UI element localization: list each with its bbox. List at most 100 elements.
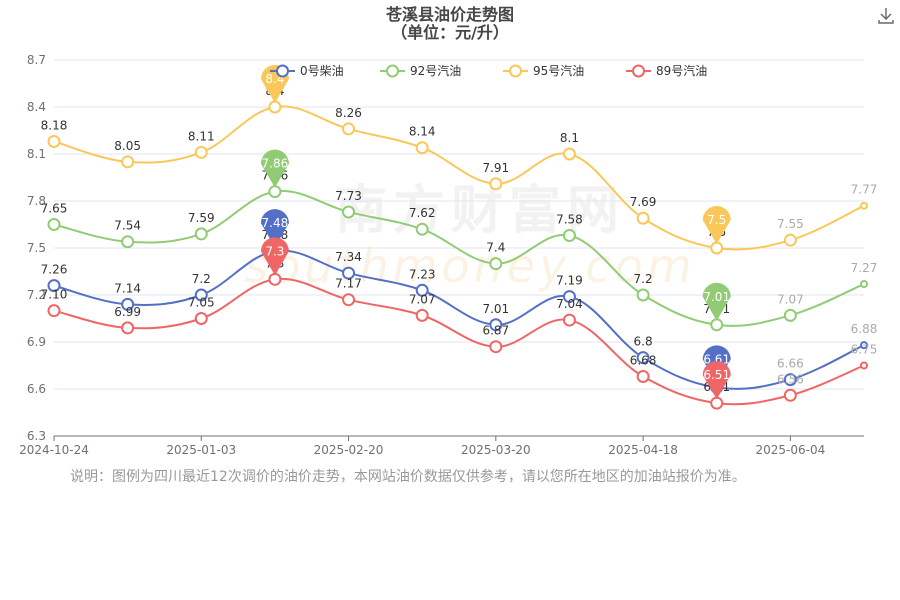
pin-label: 7.3 bbox=[265, 244, 284, 258]
y-tick-label: 6.3 bbox=[27, 429, 46, 443]
data-point bbox=[194, 145, 208, 159]
data-label: 7.55 bbox=[777, 217, 804, 231]
x-tick-label: 2024-10-24 bbox=[19, 443, 89, 457]
legend-item-2[interactable]: 95号汽油 bbox=[503, 63, 584, 78]
chart-subtitle: （单位：元/升） bbox=[391, 23, 509, 42]
data-label: 7.34 bbox=[335, 250, 362, 264]
pin-shape bbox=[260, 149, 289, 188]
data-point bbox=[860, 280, 868, 289]
data-point bbox=[47, 134, 61, 148]
legend-label: 89号汽油 bbox=[656, 63, 707, 78]
data-label: 7.73 bbox=[335, 189, 362, 203]
data-label: 8.14 bbox=[409, 125, 436, 139]
pin-shape bbox=[702, 361, 731, 400]
legend-label: 95号汽油 bbox=[533, 63, 584, 78]
legend-item-1[interactable]: 92号汽油 bbox=[380, 63, 461, 78]
data-label: 7.17 bbox=[335, 277, 362, 291]
data-point bbox=[47, 279, 61, 293]
data-point bbox=[783, 373, 797, 387]
data-label: 7.54 bbox=[114, 219, 141, 233]
pin-max-3: 7.3 bbox=[260, 237, 289, 276]
data-label: 7.62 bbox=[409, 206, 436, 220]
data-point bbox=[562, 290, 576, 304]
pin-max-0: 7.48 bbox=[260, 209, 289, 248]
pin-shape bbox=[702, 282, 731, 321]
data-label: 7.65 bbox=[41, 202, 68, 216]
data-point bbox=[121, 321, 135, 335]
y-tick-label: 7.2 bbox=[27, 288, 46, 302]
y-tick-label: 8.7 bbox=[27, 53, 46, 67]
data-label: 7.27 bbox=[851, 261, 878, 275]
data-label: 8.1 bbox=[560, 131, 579, 145]
data-label: 7.58 bbox=[556, 212, 583, 226]
data-label: 7.91 bbox=[482, 161, 509, 175]
data-label: 7.14 bbox=[114, 281, 141, 295]
data-label: 7.19 bbox=[556, 274, 583, 288]
data-point bbox=[121, 235, 135, 249]
data-point bbox=[489, 177, 503, 191]
data-label: 7.2 bbox=[192, 272, 211, 286]
grid-lines bbox=[54, 59, 864, 390]
data-point bbox=[636, 369, 650, 383]
data-label: 6.8 bbox=[634, 335, 653, 349]
legend[interactable]: 0号柴油 92号汽油 95号汽油 89号汽油 bbox=[270, 63, 707, 78]
data-point bbox=[342, 122, 356, 136]
pin-max-1: 7.86 bbox=[260, 149, 289, 188]
y-tick-label: 8.4 bbox=[27, 100, 46, 114]
data-label: 7.26 bbox=[41, 263, 68, 277]
data-point bbox=[710, 241, 724, 255]
data-point bbox=[489, 318, 503, 332]
data-label: 8.26 bbox=[335, 106, 362, 120]
y-tick-label: 8.1 bbox=[27, 147, 46, 161]
data-point bbox=[860, 341, 868, 350]
legend-symbol bbox=[509, 64, 522, 78]
pin-label: 7.86 bbox=[262, 157, 289, 171]
data-labels: 7.267.147.27.487.347.237.017.196.86.616.… bbox=[41, 84, 878, 394]
data-point bbox=[415, 308, 429, 322]
y-tick-label: 6.9 bbox=[27, 335, 46, 349]
data-point bbox=[194, 312, 208, 325]
legend-item-0[interactable]: 0号柴油 bbox=[270, 64, 344, 78]
data-label: 6.66 bbox=[777, 357, 804, 371]
data-label: 6.68 bbox=[630, 353, 657, 367]
data-point bbox=[783, 233, 797, 247]
pin-label: 7.5 bbox=[707, 213, 726, 227]
data-label: 8.05 bbox=[114, 139, 141, 153]
legend-item-3[interactable]: 89号汽油 bbox=[626, 63, 707, 78]
data-label: 6.56 bbox=[777, 372, 804, 386]
pin-shape bbox=[702, 206, 731, 244]
data-point bbox=[194, 227, 208, 241]
data-point bbox=[415, 222, 429, 236]
chart-title: 苍溪县油价走势图 bbox=[385, 5, 514, 24]
x-tick-label: 2025-06-04 bbox=[755, 443, 825, 457]
pin-label: 7.01 bbox=[703, 290, 730, 304]
data-point bbox=[710, 396, 724, 410]
data-point bbox=[121, 297, 135, 311]
data-point bbox=[783, 388, 797, 402]
data-label: 7.10 bbox=[41, 288, 68, 302]
data-label: 7.4 bbox=[486, 241, 505, 255]
data-label: 8.18 bbox=[41, 118, 68, 132]
data-label: 6.88 bbox=[851, 322, 878, 336]
x-tick-label: 2025-02-20 bbox=[314, 443, 384, 457]
data-point bbox=[636, 351, 650, 365]
y-tick-label: 6.6 bbox=[27, 382, 46, 396]
data-point bbox=[489, 340, 503, 354]
pin-label: 6.51 bbox=[703, 368, 730, 382]
data-point bbox=[415, 283, 429, 297]
data-point bbox=[268, 272, 282, 286]
watermark-en: southmoney.com bbox=[244, 239, 695, 293]
chart-note: 说明：图例为四川最近12次调价的油价走势，本网站油价数据仅供参考，请以您所在地区… bbox=[70, 469, 746, 485]
data-label: 6.87 bbox=[482, 324, 509, 338]
data-point bbox=[342, 293, 356, 307]
download-icon[interactable] bbox=[876, 6, 896, 26]
legend-label: 0号柴油 bbox=[300, 64, 344, 78]
data-point bbox=[194, 288, 208, 302]
data-point bbox=[268, 100, 282, 114]
watermark-cn: 南方财富网 bbox=[335, 181, 625, 241]
data-label: 7.07 bbox=[777, 292, 804, 306]
x-tick-label: 2025-03-20 bbox=[461, 443, 531, 457]
data-label: 7.59 bbox=[188, 211, 215, 225]
data-point bbox=[415, 141, 429, 155]
